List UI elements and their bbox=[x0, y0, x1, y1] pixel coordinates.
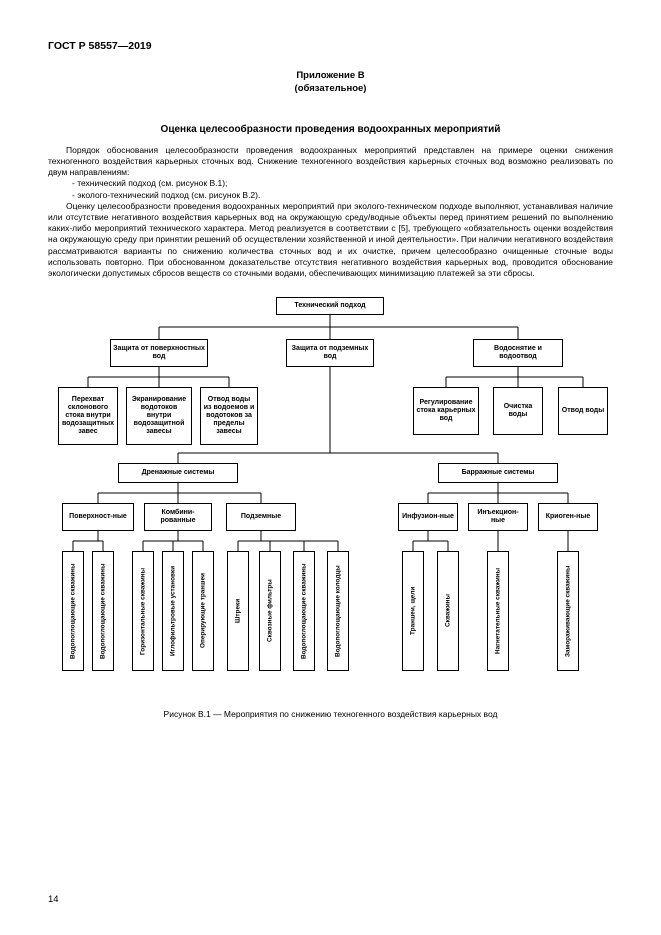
node-b1: Инфузион-ные bbox=[398, 503, 458, 531]
leaf-10: Скважины bbox=[437, 551, 459, 671]
node-d1: Поверхност-ные bbox=[62, 503, 134, 531]
section-title: Оценка целесообразности проведения водоо… bbox=[48, 124, 613, 135]
node-l3-4: Регулирование стока карьерных вод bbox=[413, 387, 479, 435]
node-root: Технический подход bbox=[276, 297, 384, 315]
figure-caption: Рисунок В.1 — Мероприятия по снижению те… bbox=[48, 709, 613, 719]
paragraph-1: Порядок обоснования целесообразности про… bbox=[48, 145, 613, 179]
leaf-8: Водопоглощающие колодцы bbox=[327, 551, 349, 671]
leaf-1: Водопоглощающие скважины bbox=[92, 551, 114, 671]
node-l3-6: Отвод воды bbox=[558, 387, 608, 435]
leaf-12: Замораживающие скважины bbox=[557, 551, 579, 671]
node-l2b: Защита от подземных вод bbox=[286, 339, 374, 367]
node-b2: Инъекцион-ные bbox=[468, 503, 528, 531]
node-ds: Дренажные системы bbox=[118, 463, 238, 483]
list-item-2: - эколого-технический подход (см. рисуно… bbox=[48, 190, 613, 201]
document-page: ГОСТ Р 58557—2019 Приложение В (обязател… bbox=[0, 0, 661, 935]
leaf-2: Горизонтальные скважины bbox=[132, 551, 154, 671]
leaf-4: Оперирующие траншеи bbox=[192, 551, 214, 671]
node-d2: Комбини-рованные bbox=[144, 503, 212, 531]
leaf-11: Нагнетательные скважины bbox=[487, 551, 509, 671]
node-l3-1: Перехват склонового стока внутри водозащ… bbox=[58, 387, 118, 445]
leaf-6: Сквозные фильтры bbox=[259, 551, 281, 671]
node-l3-3: Отвод воды из водоемов и водотоков за пр… bbox=[200, 387, 258, 445]
leaf-9: Траншеи, щели bbox=[402, 551, 424, 671]
leaf-0: Водопоглощающие скважины bbox=[62, 551, 84, 671]
leaf-3: Иглофильтровые установки bbox=[162, 551, 184, 671]
leaf-7: Водопоглощающие скважины bbox=[293, 551, 315, 671]
diagram-b1: Технический подход Защита от поверхностн… bbox=[48, 291, 613, 701]
node-l3-2: Экранирование водотоков внутри водозащит… bbox=[126, 387, 192, 445]
document-id: ГОСТ Р 58557—2019 bbox=[48, 40, 613, 52]
leaf-5: Штреки bbox=[227, 551, 249, 671]
annex-header: Приложение В (обязательное) bbox=[48, 70, 613, 96]
annex-subtitle: (обязательное) bbox=[48, 83, 613, 96]
node-d3: Подземные bbox=[226, 503, 296, 531]
node-l2a: Защита от поверхностных вод bbox=[110, 339, 208, 367]
page-number: 14 bbox=[48, 894, 59, 905]
node-bs: Барражные системы bbox=[438, 463, 558, 483]
list-item-1: - технический подход (см. рисунок В.1); bbox=[48, 178, 613, 189]
node-b3: Криоген-ные bbox=[538, 503, 598, 531]
paragraph-2: Оценку целесообразности проведения водоо… bbox=[48, 201, 613, 280]
annex-title: Приложение В bbox=[48, 70, 613, 83]
node-l2c: Водоснятие и водоотвод bbox=[473, 339, 563, 367]
node-l3-5: Очистка воды bbox=[493, 387, 543, 435]
